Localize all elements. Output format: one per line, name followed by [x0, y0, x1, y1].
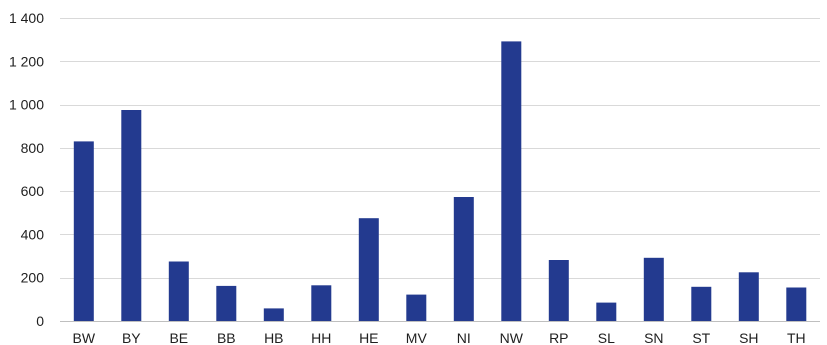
x-tick-label: SL: [598, 330, 615, 345]
bar-rp: [548, 260, 569, 321]
x-tick-label: RP: [549, 330, 568, 345]
x-tick-label: BW: [73, 330, 96, 345]
x-tick-label: SN: [644, 330, 663, 345]
y-tick-label: 400: [21, 226, 45, 242]
x-tick-label: SH: [739, 330, 758, 345]
y-tick-label: 600: [21, 183, 45, 199]
x-tick-label: HE: [359, 330, 378, 345]
y-tick-label: 800: [21, 140, 45, 156]
x-tick-label: BE: [169, 330, 188, 345]
x-tick-label: TH: [787, 330, 806, 345]
bar-sl: [596, 302, 617, 321]
x-axis-ticks: BW BY BE BB HB HH HE MV NI NW RP SL SN ST SH TH: [73, 330, 806, 345]
bar-sn: [643, 257, 664, 321]
bar-bw: [73, 141, 94, 321]
bar-by: [121, 110, 142, 321]
bar-mv: [406, 294, 427, 321]
y-tick-label: 1 000: [9, 97, 44, 113]
y-axis-ticks: 0 200 400 600 800 1 000 1 200 1 400: [9, 10, 44, 329]
bars: [73, 41, 807, 322]
x-tick-label: HB: [264, 330, 283, 345]
y-tick-label: 200: [21, 270, 45, 286]
bar-nw: [501, 41, 522, 322]
x-tick-label: HH: [311, 330, 331, 345]
x-tick-label: BY: [122, 330, 141, 345]
y-tick-label: 1 400: [9, 10, 44, 26]
x-tick-label: BB: [217, 330, 236, 345]
bar-st: [691, 286, 712, 321]
bar-be: [168, 261, 189, 321]
x-tick-label: MV: [406, 330, 428, 345]
y-tick-label: 1 200: [9, 53, 44, 69]
bar-he: [358, 218, 379, 321]
x-tick-label: NW: [500, 330, 524, 345]
bar-th: [786, 287, 807, 321]
bar-ni: [453, 197, 474, 321]
bar-bb: [216, 285, 237, 321]
bar-sh: [738, 272, 759, 321]
y-tick-label: 0: [36, 313, 44, 329]
x-tick-label: NI: [457, 330, 471, 345]
x-tick-label: ST: [692, 330, 710, 345]
bar-hb: [263, 308, 284, 321]
bar-hh: [311, 285, 332, 321]
